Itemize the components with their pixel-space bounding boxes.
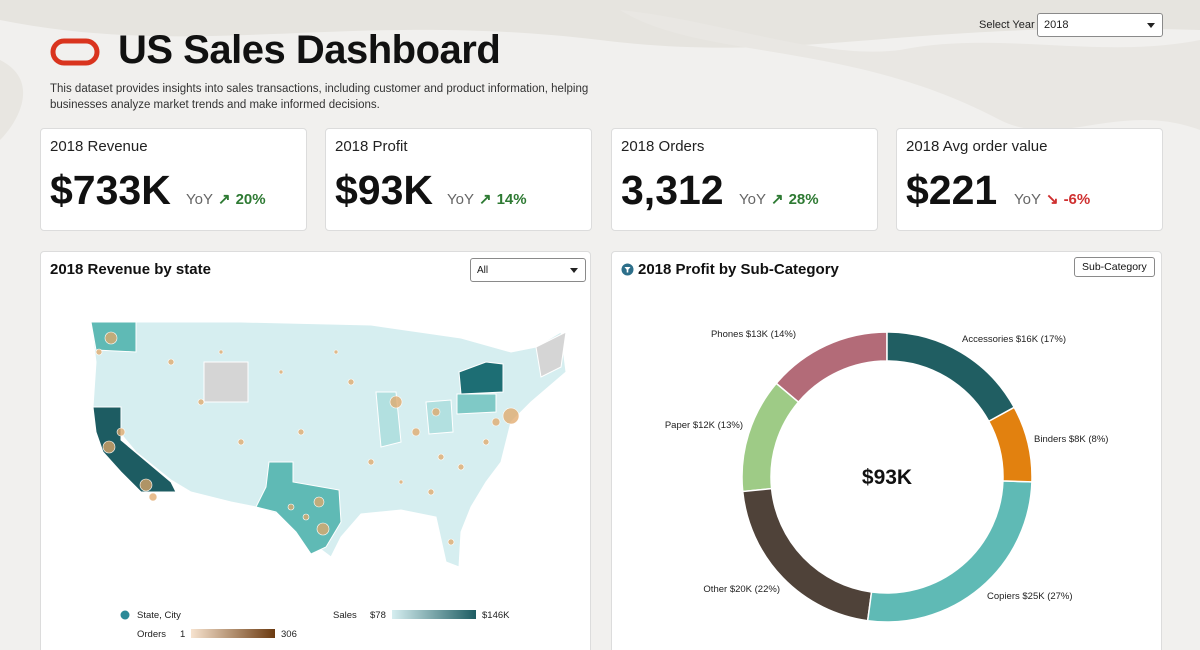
- yoy-value: -6%: [1063, 190, 1091, 208]
- map-state-maine: [535, 331, 567, 378]
- kpi-label: 2018 Avg order value: [906, 138, 1048, 155]
- city-bubbles: [95, 331, 520, 546]
- logo-icon: [50, 38, 100, 66]
- us-map[interactable]: [41, 292, 590, 650]
- trend-down-icon: ↘: [1045, 191, 1059, 208]
- state-filter-select[interactable]: All: [470, 258, 586, 282]
- legend-orders-label: Orders: [137, 629, 166, 640]
- profit-donut-panel: 2018 Profit by Sub-Category Sub-Category…: [611, 251, 1162, 650]
- kpi-yoy: YoY ↗ 28%: [739, 190, 819, 209]
- yoy-value: 14%: [496, 190, 527, 208]
- kpi-yoy: YoY ↗ 20%: [186, 190, 266, 209]
- legend-orders-max: 306: [281, 629, 297, 640]
- map-state-wyoming: [203, 361, 249, 403]
- chevron-down-icon: [570, 268, 578, 273]
- kpi-label: 2018 Profit: [335, 138, 408, 155]
- map-state-ohio: [425, 399, 454, 435]
- year-select-value: 2018: [1044, 19, 1069, 31]
- filter-icon[interactable]: [621, 263, 634, 276]
- page-title: US Sales Dashboard: [118, 28, 501, 72]
- legend-sales-min: $78: [370, 610, 386, 621]
- legend-orders-min: 1: [180, 629, 185, 640]
- donut-label-binders: Binders $8K (8%): [1034, 434, 1108, 445]
- map-state-pennsylvania: [456, 393, 497, 415]
- profit-donut-chart[interactable]: $93K Accessories $16K (17%) Binders $8K (…: [612, 292, 1161, 650]
- kpi-label: 2018 Orders: [621, 138, 705, 155]
- kpi-card-revenue: 2018 Revenue $733K YoY ↗ 20%: [40, 128, 307, 231]
- kpi-value: $221: [906, 167, 998, 213]
- map-legend: State, City Orders 1 306 Sales $78 $146K: [120, 610, 510, 640]
- trend-up-icon: ↗: [770, 191, 784, 208]
- kpi-yoy: YoY ↗ 14%: [447, 190, 527, 209]
- donut-label-other: Other $20K (22%): [703, 584, 780, 595]
- yoy-label: YoY: [186, 190, 213, 208]
- kpi-label: 2018 Revenue: [50, 138, 148, 155]
- donut-label-accessories: Accessories $16K (17%): [962, 334, 1066, 345]
- legend-orders-gradient: [191, 629, 275, 638]
- kpi-yoy: YoY ↘ -6%: [1014, 190, 1091, 209]
- kpi-card-profit: 2018 Profit $93K YoY ↗ 14%: [325, 128, 592, 231]
- map-state-new-york: [458, 361, 504, 395]
- donut-label-phones: Phones $13K (14%): [711, 329, 796, 340]
- panel-title-row: 2018 Profit by Sub-Category: [621, 261, 839, 278]
- donut-center-value: $93K: [862, 466, 912, 489]
- page-description: This dataset provides insights into sale…: [50, 83, 589, 111]
- year-select-label: Select Year: [979, 19, 1035, 31]
- donut-slice-binders[interactable]: [987, 406, 1033, 483]
- header-decoration: [0, 0, 1200, 9]
- year-select[interactable]: 2018: [1037, 13, 1163, 37]
- revenue-map-panel: 2018 Revenue by state All: [40, 251, 591, 650]
- legend-sales-max: $146K: [482, 610, 510, 621]
- kpi-value: $733K: [50, 167, 171, 213]
- legend-sales-gradient: [392, 610, 476, 619]
- kpi-card-avg-order-value: 2018 Avg order value $221 YoY ↘ -6%: [896, 128, 1163, 231]
- yoy-value: 28%: [788, 190, 819, 208]
- trend-up-icon: ↗: [478, 191, 492, 208]
- donut-slice-accessories[interactable]: [886, 331, 1016, 423]
- donut-slice-other[interactable]: [741, 487, 873, 622]
- panel-title: 2018 Revenue by state: [50, 261, 211, 278]
- kpi-value: $93K: [335, 167, 434, 213]
- sub-category-button[interactable]: Sub-Category: [1074, 257, 1155, 277]
- legend-marker-icon: [120, 610, 130, 620]
- donut-label-copiers: Copiers $25K (27%): [987, 591, 1073, 602]
- kpi-card-orders: 2018 Orders 3,312 YoY ↗ 28%: [611, 128, 878, 231]
- donut-slice-phones[interactable]: [775, 331, 888, 404]
- donut-slice-copiers[interactable]: [866, 480, 1033, 623]
- map-state-california: [92, 406, 177, 493]
- panel-title: 2018 Profit by Sub-Category: [638, 261, 839, 278]
- legend-series-label: State, City: [137, 610, 181, 621]
- chevron-down-icon: [1147, 23, 1155, 28]
- yoy-label: YoY: [739, 190, 766, 208]
- state-filter-value: All: [477, 265, 489, 276]
- donut-slice-paper[interactable]: [741, 382, 800, 493]
- donut-label-paper: Paper $12K (13%): [665, 420, 743, 431]
- yoy-value: 20%: [235, 190, 266, 208]
- yoy-label: YoY: [1014, 190, 1041, 208]
- legend-sales-label: Sales: [333, 610, 357, 621]
- yoy-label: YoY: [447, 190, 474, 208]
- kpi-value: 3,312: [621, 167, 724, 213]
- trend-up-icon: ↗: [217, 191, 231, 208]
